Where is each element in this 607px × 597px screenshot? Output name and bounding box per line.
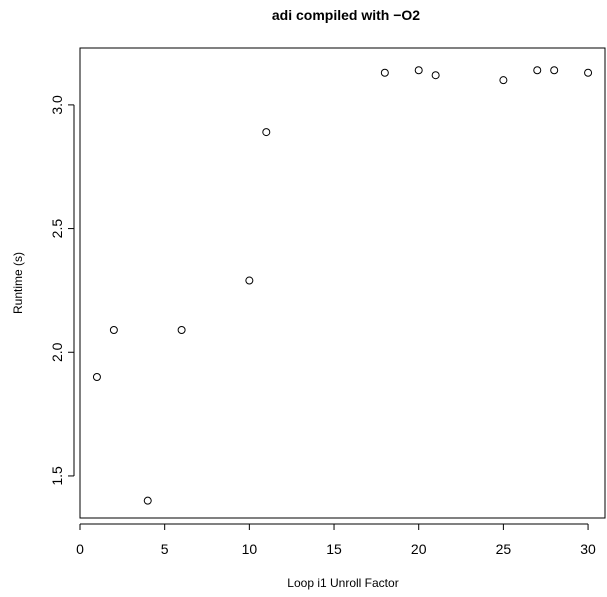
y-tick-label: 3.0 <box>49 95 65 115</box>
data-point <box>143 496 152 505</box>
data-point <box>431 71 440 80</box>
x-tick-label: 5 <box>161 541 169 557</box>
data-point <box>109 326 118 334</box>
y-axis: 1.5 2.0 2.5 3.0 <box>49 95 75 486</box>
y-tick-label: 2.0 <box>49 342 65 362</box>
data-point <box>499 76 508 85</box>
x-tick-label: 0 <box>76 541 84 557</box>
x-axis-label: Loop i1 Unroll Factor <box>287 576 398 590</box>
y-tick-label: 2.5 <box>49 219 65 239</box>
y-tick-label: 1.5 <box>49 466 65 486</box>
data-points <box>92 66 593 505</box>
data-point <box>245 276 254 285</box>
data-point <box>584 68 593 77</box>
plot-area <box>79 47 606 519</box>
chart-title: adi compiled with −O2 <box>272 7 420 23</box>
data-point <box>533 66 542 75</box>
data-point <box>92 373 101 381</box>
y-axis-label: Runtime (s) <box>11 252 25 314</box>
data-point <box>550 66 559 75</box>
x-tick-label: 10 <box>242 541 258 557</box>
x-tick-label: 25 <box>496 541 512 557</box>
x-tick-label: 20 <box>411 541 427 557</box>
data-point <box>177 326 186 334</box>
data-point <box>262 128 271 137</box>
data-point <box>414 66 423 75</box>
x-tick-label: 15 <box>326 541 342 557</box>
data-point <box>380 68 389 77</box>
x-tick-label: 30 <box>580 541 596 557</box>
x-axis: 0 5 10 15 20 25 30 <box>76 523 596 557</box>
